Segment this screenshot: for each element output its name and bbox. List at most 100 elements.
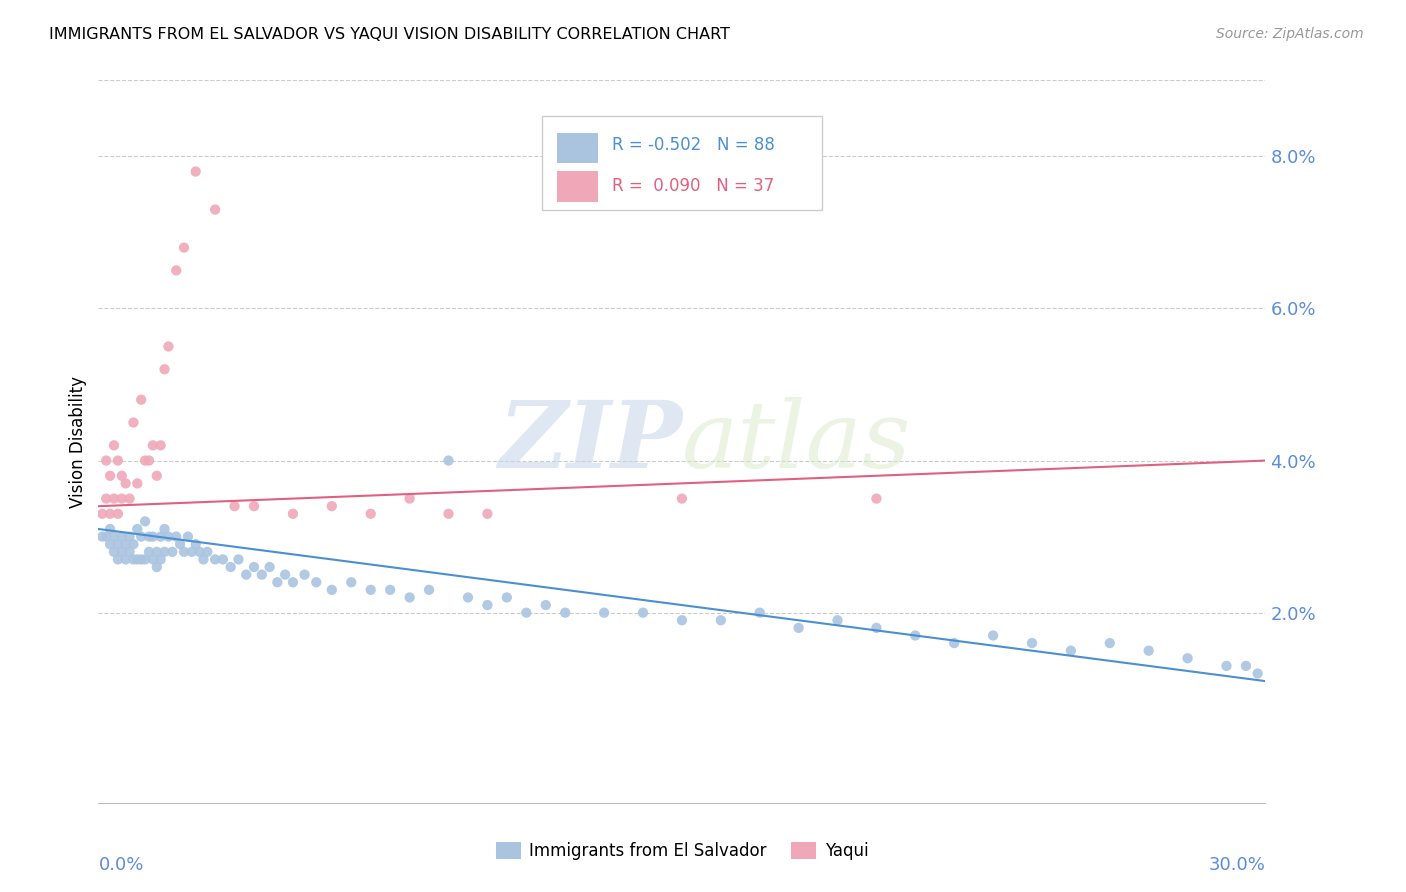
- Point: [193, 552, 215, 566]
- Point: [671, 613, 693, 627]
- Point: [437, 507, 460, 521]
- Point: [134, 515, 156, 529]
- Point: [981, 628, 1004, 642]
- Point: [904, 628, 927, 642]
- Point: [96, 453, 118, 467]
- Point: [943, 636, 966, 650]
- Point: [321, 582, 343, 597]
- Point: [398, 591, 420, 605]
- Point: [114, 552, 136, 566]
- Text: atlas: atlas: [682, 397, 911, 486]
- Point: [360, 582, 382, 597]
- Point: [266, 575, 288, 590]
- Point: [294, 567, 316, 582]
- Point: [165, 263, 187, 277]
- Point: [98, 507, 121, 521]
- Point: [259, 560, 281, 574]
- Point: [153, 545, 176, 559]
- FancyBboxPatch shape: [557, 171, 598, 202]
- Point: [305, 575, 328, 590]
- Point: [134, 453, 156, 467]
- Point: [631, 606, 654, 620]
- Point: [91, 507, 114, 521]
- Point: [157, 530, 180, 544]
- Point: [360, 507, 382, 521]
- Point: [107, 537, 129, 551]
- Text: ZIP: ZIP: [498, 397, 682, 486]
- Point: [107, 507, 129, 521]
- Point: [671, 491, 693, 506]
- Point: [437, 453, 460, 467]
- Point: [157, 339, 180, 353]
- Text: R = -0.502   N = 88: R = -0.502 N = 88: [612, 136, 775, 154]
- Y-axis label: Vision Disability: Vision Disability: [69, 376, 87, 508]
- Point: [1060, 643, 1083, 657]
- Point: [418, 582, 440, 597]
- Point: [173, 545, 195, 559]
- Point: [554, 606, 576, 620]
- Point: [127, 476, 149, 491]
- Point: [827, 613, 849, 627]
- Point: [321, 499, 343, 513]
- Point: [98, 537, 121, 551]
- Point: [96, 491, 118, 506]
- Point: [103, 491, 125, 506]
- Point: [457, 591, 479, 605]
- Point: [98, 468, 121, 483]
- Point: [340, 575, 363, 590]
- Legend: Immigrants from El Salvador, Yaqui: Immigrants from El Salvador, Yaqui: [489, 835, 875, 867]
- Text: R =  0.090   N = 37: R = 0.090 N = 37: [612, 177, 775, 194]
- Point: [710, 613, 733, 627]
- Point: [129, 392, 152, 407]
- Point: [127, 522, 149, 536]
- Point: [204, 202, 226, 217]
- Point: [118, 491, 141, 506]
- Point: [1098, 636, 1121, 650]
- Point: [274, 567, 297, 582]
- Point: [103, 530, 125, 544]
- Point: [127, 552, 149, 566]
- Point: [153, 362, 176, 376]
- Point: [142, 552, 165, 566]
- Text: 0.0%: 0.0%: [98, 856, 143, 874]
- Point: [787, 621, 810, 635]
- Point: [1234, 659, 1257, 673]
- FancyBboxPatch shape: [557, 133, 598, 163]
- Point: [91, 530, 114, 544]
- Point: [169, 537, 191, 551]
- Point: [188, 545, 211, 559]
- Point: [153, 522, 176, 536]
- Point: [142, 530, 165, 544]
- Point: [243, 499, 266, 513]
- Point: [162, 545, 184, 559]
- Point: [111, 491, 134, 506]
- Point: [748, 606, 770, 620]
- Point: [195, 545, 218, 559]
- Point: [204, 552, 226, 566]
- Point: [281, 575, 304, 590]
- Point: [243, 560, 266, 574]
- Point: [184, 537, 207, 551]
- Point: [250, 567, 273, 582]
- Point: [281, 507, 304, 521]
- Point: [107, 453, 129, 467]
- Point: [149, 552, 172, 566]
- Point: [149, 438, 172, 452]
- Point: [380, 582, 402, 597]
- Point: [114, 537, 136, 551]
- Point: [212, 552, 235, 566]
- Point: [111, 530, 134, 544]
- Point: [398, 491, 420, 506]
- Point: [107, 552, 129, 566]
- Point: [515, 606, 537, 620]
- Point: [138, 530, 160, 544]
- Point: [865, 621, 887, 635]
- Point: [146, 468, 169, 483]
- Point: [496, 591, 519, 605]
- Point: [138, 545, 160, 559]
- Point: [103, 438, 125, 452]
- Text: Source: ZipAtlas.com: Source: ZipAtlas.com: [1216, 27, 1364, 41]
- Point: [235, 567, 257, 582]
- Point: [98, 522, 121, 536]
- Point: [180, 545, 202, 559]
